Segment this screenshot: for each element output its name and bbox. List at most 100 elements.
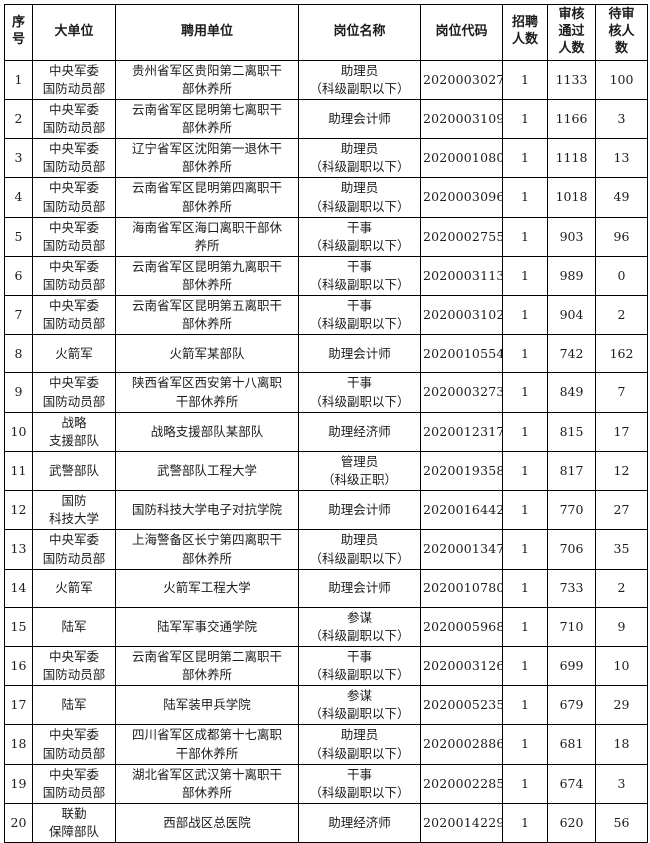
cell-recruit-count: 1 bbox=[502, 255, 548, 297]
table-row: 17 陆军 陆军装甲兵学院 参谋 （科级副职以下） 2020005235 1 6… bbox=[4, 685, 648, 726]
cell-approved-count: 620 bbox=[547, 802, 596, 843]
cell-position-name: 助理员 （科级副职以下） bbox=[298, 724, 421, 765]
cell-recruit-count: 1 bbox=[502, 216, 548, 257]
cell-index: 8 bbox=[4, 334, 33, 374]
cell-employer: 四川省军区成都第十七离职 干部休养所 bbox=[115, 724, 299, 765]
table-row: 16 中央军委 国防动员部 云南省军区昆明第二离职干 部休养所 干事 （科级副职… bbox=[4, 645, 648, 687]
cell-position-code: 2020010780 bbox=[420, 568, 503, 608]
cell-pending-count: 10 bbox=[595, 645, 648, 687]
cell-major-unit: 火箭军 bbox=[32, 334, 116, 374]
cell-position-code: 2020010554 bbox=[420, 334, 503, 374]
cell-recruit-count: 1 bbox=[502, 372, 548, 413]
cell-position-name: 参谋 （科级副职以下） bbox=[298, 606, 421, 647]
cell-major-unit: 火箭军 bbox=[32, 568, 116, 608]
cell-position-name: 干事 （科级副职以下） bbox=[298, 216, 421, 257]
cell-position-name: 干事 （科级副职以下） bbox=[298, 763, 421, 804]
cell-position-code: 2020003096 bbox=[420, 177, 503, 218]
cell-position-name: 助理会计师 bbox=[298, 490, 421, 531]
cell-position-code: 2020001347 bbox=[420, 529, 503, 570]
cell-recruit-count: 1 bbox=[502, 411, 548, 452]
cell-employer: 战略支援部队某部队 bbox=[115, 411, 299, 452]
cell-employer: 海南省军区海口离职干部休 养所 bbox=[115, 216, 299, 257]
column-header-pending-count: 待审 核人 数 bbox=[595, 4, 648, 61]
cell-position-name: 助理经济师 bbox=[298, 411, 421, 452]
cell-employer: 贵州省军区贵阳第二离职干 部休养所 bbox=[115, 59, 299, 100]
cell-recruit-count: 1 bbox=[502, 724, 548, 765]
cell-pending-count: 2 bbox=[595, 568, 648, 608]
cell-position-code: 2020005235 bbox=[420, 685, 503, 726]
cell-approved-count: 815 bbox=[547, 411, 596, 452]
column-header-major-unit: 大单位 bbox=[32, 4, 116, 61]
cell-employer: 湖北省军区武汉第十离职干 部休养所 bbox=[115, 763, 299, 804]
cell-index: 16 bbox=[4, 645, 33, 687]
cell-recruit-count: 1 bbox=[502, 295, 548, 336]
table-row: 9 中央军委 国防动员部 陕西省军区西安第十八离职 干部休养所 干事 （科级副职… bbox=[4, 372, 648, 413]
cell-approved-count: 1118 bbox=[547, 138, 596, 179]
cell-index: 5 bbox=[4, 216, 33, 257]
table-row: 10 战略 支援部队 战略支援部队某部队 助理经济师 2020012317 1 … bbox=[4, 411, 648, 452]
column-header-position-name: 岗位名称 bbox=[298, 4, 421, 61]
cell-index: 12 bbox=[4, 490, 33, 531]
cell-recruit-count: 1 bbox=[502, 685, 548, 726]
cell-pending-count: 96 bbox=[595, 216, 648, 257]
cell-employer: 陆军军事交通学院 bbox=[115, 606, 299, 647]
cell-position-name: 助理员 （科级副职以下） bbox=[298, 59, 421, 100]
column-header-index: 序 号 bbox=[4, 4, 33, 61]
cell-position-name: 干事 （科级副职以下） bbox=[298, 645, 421, 687]
cell-major-unit: 中央军委 国防动员部 bbox=[32, 372, 116, 413]
column-header-approved-count: 审核 通过 人数 bbox=[547, 4, 596, 61]
table-row: 8 火箭军 火箭军某部队 助理会计师 2020010554 1 742 162 bbox=[4, 334, 648, 374]
cell-position-code: 2020016442 bbox=[420, 490, 503, 531]
cell-major-unit: 中央军委 国防动员部 bbox=[32, 295, 116, 336]
cell-index: 1 bbox=[4, 59, 33, 100]
cell-recruit-count: 1 bbox=[502, 138, 548, 179]
cell-pending-count: 27 bbox=[595, 490, 648, 531]
cell-employer: 陕西省军区西安第十八离职 干部休养所 bbox=[115, 372, 299, 413]
column-header-position-code: 岗位代码 bbox=[420, 4, 503, 61]
header-row: 序 号 大单位 聘用单位 岗位名称 岗位代码 招聘 人数 审核 通过 人数 待审… bbox=[4, 4, 648, 61]
cell-major-unit: 中央军委 国防动员部 bbox=[32, 59, 116, 100]
table-row: 14 火箭军 火箭军工程大学 助理会计师 2020010780 1 733 2 bbox=[4, 568, 648, 608]
cell-position-code: 2020003126 bbox=[420, 645, 503, 687]
cell-approved-count: 742 bbox=[547, 334, 596, 374]
table-body: 1 中央军委 国防动员部 贵州省军区贵阳第二离职干 部休养所 助理员 （科级副职… bbox=[4, 59, 648, 843]
cell-pending-count: 29 bbox=[595, 685, 648, 726]
cell-index: 18 bbox=[4, 724, 33, 765]
cell-pending-count: 56 bbox=[595, 802, 648, 843]
cell-major-unit: 中央军委 国防动员部 bbox=[32, 645, 116, 687]
cell-employer: 火箭军工程大学 bbox=[115, 568, 299, 608]
cell-major-unit: 战略 支援部队 bbox=[32, 411, 116, 452]
cell-approved-count: 817 bbox=[547, 450, 596, 492]
cell-major-unit: 中央军委 国防动员部 bbox=[32, 255, 116, 297]
cell-major-unit: 中央军委 国防动员部 bbox=[32, 724, 116, 765]
cell-recruit-count: 1 bbox=[502, 59, 548, 100]
table-row: 7 中央军委 国防动员部 云南省军区昆明第五离职干 部休养所 干事 （科级副职以… bbox=[4, 295, 648, 336]
table-row: 15 陆军 陆军军事交通学院 参谋 （科级副职以下） 2020005968 1 … bbox=[4, 606, 648, 647]
cell-approved-count: 674 bbox=[547, 763, 596, 804]
cell-recruit-count: 1 bbox=[502, 529, 548, 570]
cell-approved-count: 989 bbox=[547, 255, 596, 297]
cell-index: 19 bbox=[4, 763, 33, 804]
column-header-recruit-count: 招聘 人数 bbox=[502, 4, 548, 61]
cell-position-code: 2020003109 bbox=[420, 98, 503, 140]
table-row: 3 中央军委 国防动员部 辽宁省军区沈阳第一退休干 部休养所 助理员 （科级副职… bbox=[4, 138, 648, 179]
cell-employer: 云南省军区昆明第九离职干 部休养所 bbox=[115, 255, 299, 297]
table-row: 19 中央军委 国防动员部 湖北省军区武汉第十离职干 部休养所 干事 （科级副职… bbox=[4, 763, 648, 804]
cell-employer: 云南省军区昆明第二离职干 部休养所 bbox=[115, 645, 299, 687]
cell-pending-count: 0 bbox=[595, 255, 648, 297]
cell-pending-count: 3 bbox=[595, 763, 648, 804]
cell-position-code: 2020003273 bbox=[420, 372, 503, 413]
cell-position-code: 2020002285 bbox=[420, 763, 503, 804]
cell-major-unit: 中央军委 国防动员部 bbox=[32, 177, 116, 218]
cell-pending-count: 13 bbox=[595, 138, 648, 179]
cell-approved-count: 770 bbox=[547, 490, 596, 531]
cell-position-name: 干事 （科级副职以下） bbox=[298, 295, 421, 336]
cell-position-code: 2020005968 bbox=[420, 606, 503, 647]
cell-position-code: 2020002755 bbox=[420, 216, 503, 257]
cell-major-unit: 国防 科技大学 bbox=[32, 490, 116, 531]
cell-major-unit: 陆军 bbox=[32, 685, 116, 726]
column-header-employer: 聘用单位 bbox=[115, 4, 299, 61]
cell-index: 6 bbox=[4, 255, 33, 297]
table-row: 1 中央军委 国防动员部 贵州省军区贵阳第二离职干 部休养所 助理员 （科级副职… bbox=[4, 59, 648, 100]
